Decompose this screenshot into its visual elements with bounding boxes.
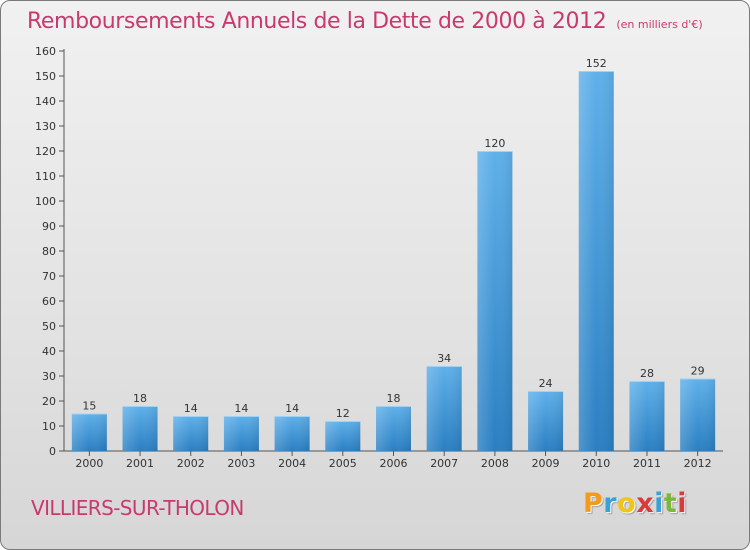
bar-sheen — [376, 406, 411, 451]
x-tick-label: 2000 — [75, 457, 103, 470]
value-label: 14 — [234, 402, 248, 415]
y-tick-label: 20 — [42, 395, 56, 408]
value-label: 152 — [586, 57, 607, 70]
value-label: 15 — [82, 400, 96, 413]
logo-letter: r — [603, 488, 618, 519]
y-tick-label: 110 — [35, 170, 56, 183]
y-tick-label: 60 — [42, 295, 56, 308]
x-tick-label: 2001 — [126, 457, 154, 470]
logo-letter: t — [663, 488, 678, 519]
bar-sheen — [528, 391, 564, 451]
value-label: 18 — [133, 392, 147, 405]
proxiti-logo: Proxiti — [583, 488, 687, 519]
commune-name: VILLIERS-SUR-THOLON — [31, 496, 244, 520]
y-tick-label: 70 — [42, 270, 56, 283]
chart-title-text: Remboursements Annuels de la Dette de 20… — [27, 9, 607, 34]
value-label: 12 — [336, 407, 350, 420]
logo-letter: P — [583, 488, 604, 519]
y-tick-label: 100 — [35, 195, 56, 208]
x-tick-label: 2009 — [532, 457, 560, 470]
bar-sheen — [426, 366, 462, 451]
bar-sheen — [71, 413, 107, 451]
value-label: 29 — [691, 365, 705, 378]
x-tick-label: 2002 — [177, 457, 205, 470]
bar-sheen — [477, 151, 513, 451]
x-tick-label: 2005 — [329, 457, 357, 470]
bar-sheen — [223, 416, 259, 451]
x-tick-label: 2011 — [633, 457, 661, 470]
value-label: 120 — [484, 137, 505, 150]
x-tick-label: 2004 — [278, 457, 306, 470]
y-tick-label: 0 — [49, 445, 56, 458]
logo-letter: o — [617, 488, 637, 519]
bar-sheen — [629, 381, 665, 451]
bar-sheen — [274, 416, 310, 451]
chart-axes: 0 10 20 30 40 50 60 70 80 90 100 110 120 130 140 150 160… — [35, 45, 723, 470]
y-tick-label: 130 — [35, 120, 56, 133]
value-label: 34 — [437, 352, 451, 365]
x-tick-label: 2003 — [227, 457, 255, 470]
y-tick-label: 30 — [42, 370, 56, 383]
bar-sheen — [325, 421, 361, 451]
y-tick-label: 140 — [35, 95, 56, 108]
x-tick-label: 2012 — [684, 457, 712, 470]
y-tick-label: 120 — [35, 145, 56, 158]
x-tick-label: 2006 — [380, 457, 408, 470]
y-tick-label: 50 — [42, 320, 56, 333]
x-tick-label: 2008 — [481, 457, 509, 470]
logo-letter: i — [654, 488, 664, 519]
value-label: 14 — [184, 402, 198, 415]
value-label: 24 — [539, 377, 553, 390]
y-tick-label: 90 — [42, 220, 56, 233]
chart-bars — [71, 71, 716, 451]
chart-unit: (en milliers d'€) — [616, 18, 703, 31]
x-tick-label: 2007 — [430, 457, 458, 470]
value-label: 28 — [640, 367, 654, 380]
logo-letter: i — [677, 488, 688, 519]
y-tick-label: 10 — [42, 420, 56, 433]
value-label: 14 — [285, 402, 299, 415]
bar-sheen — [578, 71, 614, 451]
chart-value-labels: 15 18 14 14 14 12 18 34 120 24 152 28 29 — [82, 57, 704, 420]
bar-sheen — [173, 416, 209, 451]
y-tick-label: 160 — [35, 45, 56, 58]
value-label: 18 — [387, 392, 401, 405]
y-tick-label: 150 — [35, 70, 56, 83]
bar-sheen — [122, 406, 158, 451]
chart-title: Remboursements Annuels de la Dette de 20… — [27, 9, 703, 34]
y-tick-label: 80 — [42, 245, 56, 258]
bar-sheen — [680, 378, 716, 451]
logo-letter: x — [636, 488, 655, 519]
y-tick-label: 40 — [42, 345, 56, 358]
x-tick-label: 2010 — [582, 457, 610, 470]
